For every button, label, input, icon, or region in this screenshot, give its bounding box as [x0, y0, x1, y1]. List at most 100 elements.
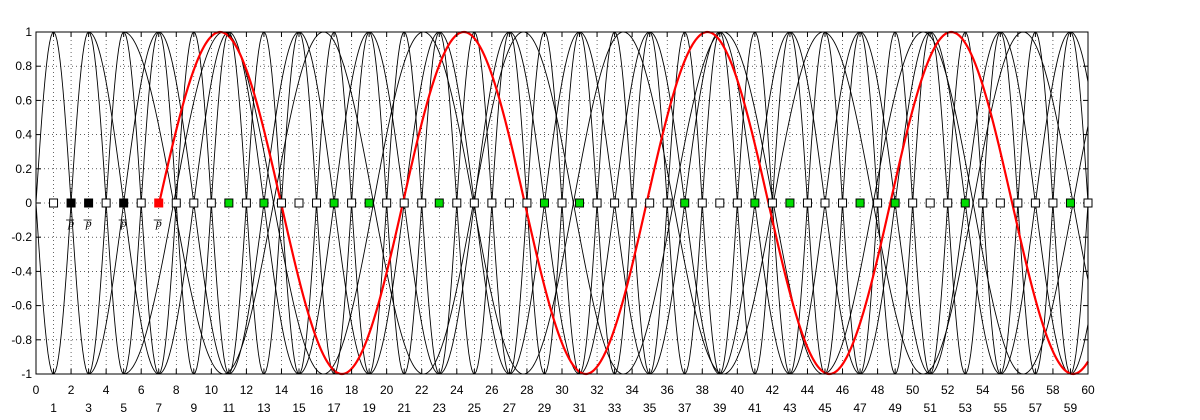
x-tick-label: 46 [836, 383, 850, 397]
x-tick-label: 27 [503, 401, 517, 415]
data-marker [575, 198, 585, 208]
data-marker [610, 198, 620, 208]
x-tick-label: 53 [959, 401, 973, 415]
data-marker [592, 198, 602, 208]
data-marker [66, 198, 76, 208]
x-tick-label: 37 [678, 401, 692, 415]
x-tick-label: 10 [205, 383, 219, 397]
x-tick-label: 3 [85, 401, 92, 415]
data-marker [259, 198, 269, 208]
data-marker [838, 198, 848, 208]
x-tick-label: 15 [292, 401, 306, 415]
data-marker [312, 198, 322, 208]
x-tick-label: 19 [362, 401, 376, 415]
data-marker [382, 198, 392, 208]
x-tick-label: 59 [1064, 401, 1078, 415]
y-tick-label: 0.4 [15, 128, 32, 142]
data-marker [434, 198, 444, 208]
y-tick-label: 0 [25, 196, 32, 210]
x-tick-label: 49 [888, 401, 902, 415]
x-tick-label: 50 [906, 383, 920, 397]
data-marker [978, 198, 988, 208]
x-tick-label: 12 [240, 383, 254, 397]
x-tick-label: 41 [748, 401, 762, 415]
data-marker [662, 198, 672, 208]
data-marker [1065, 198, 1075, 208]
x-tick-label: 47 [853, 401, 867, 415]
data-marker [1083, 198, 1093, 208]
grid-lines [36, 32, 1088, 374]
x-tick-label: 8 [173, 383, 180, 397]
data-marker [364, 198, 374, 208]
x-tick-label: 52 [941, 383, 955, 397]
data-marker [224, 198, 234, 208]
x-tick-label: 5 [120, 401, 127, 415]
y-tick-label: -0.6 [11, 299, 32, 313]
x-tick-label: 58 [1046, 383, 1060, 397]
x-tick-label: 40 [731, 383, 745, 397]
x-tick-label: 36 [661, 383, 675, 397]
data-marker [715, 198, 725, 208]
data-marker [469, 198, 479, 208]
data-marker [680, 198, 690, 208]
data-marker [627, 198, 637, 208]
data-marker [171, 198, 181, 208]
x-tick-label: 22 [415, 383, 429, 397]
x-tick-label: 4 [103, 383, 110, 397]
x-tick-label: 11 [223, 401, 236, 415]
tick-marks [35, 31, 1089, 375]
data-marker [101, 198, 111, 208]
x-tick-label: 32 [590, 383, 604, 397]
x-tick-label: 31 [573, 401, 587, 415]
x-tick-label: 17 [327, 401, 341, 415]
x-tick-label: 42 [766, 383, 780, 397]
y-tick-label: -0.4 [11, 264, 32, 278]
x-tick-label: 33 [608, 401, 622, 415]
x-tick-labels: 0123456789101112131415161718192021222324… [33, 383, 1095, 415]
x-tick-label: 44 [801, 383, 815, 397]
x-tick-label: 2 [68, 383, 75, 397]
series-line [88, 31, 1089, 375]
x-tick-label: 34 [625, 383, 639, 397]
x-tick-label: 14 [275, 383, 289, 397]
x-tick-label: 28 [520, 383, 534, 397]
data-marker [750, 198, 760, 208]
marker-label: p [85, 216, 92, 230]
x-tick-label: 13 [257, 401, 271, 415]
data-marker [49, 198, 59, 208]
data-marker [539, 198, 549, 208]
marker-label: p [120, 216, 127, 230]
y-tick-label: 0.2 [15, 162, 32, 176]
x-tick-label: 26 [485, 383, 499, 397]
data-marker [820, 198, 830, 208]
data-marker [925, 198, 935, 208]
x-tick-label: 16 [310, 383, 324, 397]
data-marker [855, 198, 865, 208]
data-marker [504, 198, 514, 208]
data-marker [995, 198, 1005, 208]
data-marker [960, 198, 970, 208]
data-marker [890, 198, 900, 208]
x-tick-label: 24 [450, 383, 464, 397]
x-tick-label: 25 [468, 401, 482, 415]
series-line [88, 31, 1089, 375]
data-marker [557, 198, 567, 208]
y-tick-label: -0.2 [11, 230, 32, 244]
data-marker [1048, 198, 1058, 208]
highlight-series-line [157, 30, 1089, 376]
x-tick-label: 29 [538, 401, 552, 415]
x-tick-label: 35 [643, 401, 657, 415]
y-tick-label: -1 [21, 367, 32, 381]
y-tick-label: 0.6 [15, 93, 32, 107]
data-marker [802, 198, 812, 208]
y-tick-label: -0.8 [11, 333, 32, 347]
data-marker [119, 198, 129, 208]
x-tick-label: 30 [555, 383, 569, 397]
data-marker [452, 198, 462, 208]
data-marker [908, 198, 918, 208]
data-marker [84, 198, 94, 208]
data-marker [873, 198, 883, 208]
x-tick-label: 38 [696, 383, 710, 397]
x-tick-label: 23 [433, 401, 447, 415]
